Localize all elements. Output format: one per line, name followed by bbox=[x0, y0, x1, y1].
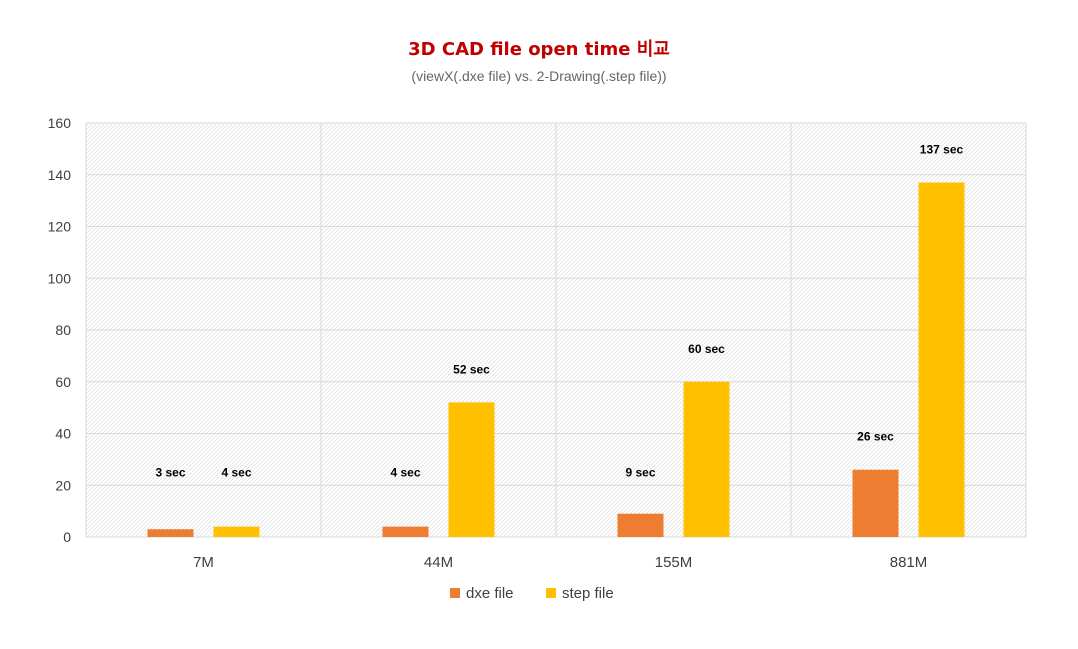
x-tick-label: 881M bbox=[890, 554, 928, 571]
legend-item: step file bbox=[546, 585, 614, 602]
y-tick-label: 160 bbox=[48, 115, 72, 131]
legend: dxe file step file bbox=[450, 585, 614, 602]
bar bbox=[683, 381, 730, 537]
data-label: 137 sec bbox=[920, 143, 964, 157]
y-tick-label: 40 bbox=[55, 426, 71, 442]
legend-label: step file bbox=[562, 585, 614, 602]
legend-swatch bbox=[546, 588, 556, 598]
y-tick-label: 0 bbox=[63, 529, 71, 545]
y-tick-label: 100 bbox=[48, 270, 72, 286]
y-tick-label: 140 bbox=[48, 167, 72, 183]
data-label: 26 sec bbox=[857, 430, 894, 444]
chart-title: 3D CAD file open time 비교 bbox=[408, 39, 670, 60]
data-labels: 3 sec 4 sec 4 sec 52 sec 9 sec 60 sec 26 sec 13… bbox=[155, 143, 963, 480]
data-label: 52 sec bbox=[453, 362, 490, 376]
legend-label: dxe file bbox=[466, 585, 514, 602]
data-label: 4 sec bbox=[221, 465, 251, 479]
legend-swatch bbox=[450, 588, 460, 598]
x-tick-label: 155M bbox=[655, 554, 693, 571]
bars bbox=[147, 182, 965, 537]
y-tick-label: 120 bbox=[48, 219, 72, 235]
y-tick-label: 20 bbox=[55, 477, 71, 493]
y-tick-label: 60 bbox=[55, 374, 71, 390]
data-label: 9 sec bbox=[625, 465, 655, 479]
bar bbox=[147, 529, 194, 537]
bar bbox=[213, 526, 260, 537]
chart-subtitle: (viewX(.dxe file) vs. 2-Drawing(.step fi… bbox=[411, 68, 666, 84]
legend-item: dxe file bbox=[450, 585, 514, 602]
grid bbox=[85, 122, 1027, 538]
bar bbox=[617, 513, 664, 537]
bar bbox=[448, 402, 495, 537]
data-label: 3 sec bbox=[155, 465, 185, 479]
bar bbox=[918, 182, 965, 537]
data-label: 4 sec bbox=[390, 465, 420, 479]
data-label: 60 sec bbox=[688, 342, 725, 356]
bar bbox=[382, 526, 429, 537]
axes: 0 20 40 60 80 100 120 140 160 7M 44M 155M 881M bbox=[48, 115, 928, 571]
y-tick-label: 80 bbox=[55, 322, 71, 338]
x-tick-label: 44M bbox=[424, 554, 453, 571]
x-tick-label: 7M bbox=[193, 554, 214, 571]
bar bbox=[852, 469, 899, 537]
